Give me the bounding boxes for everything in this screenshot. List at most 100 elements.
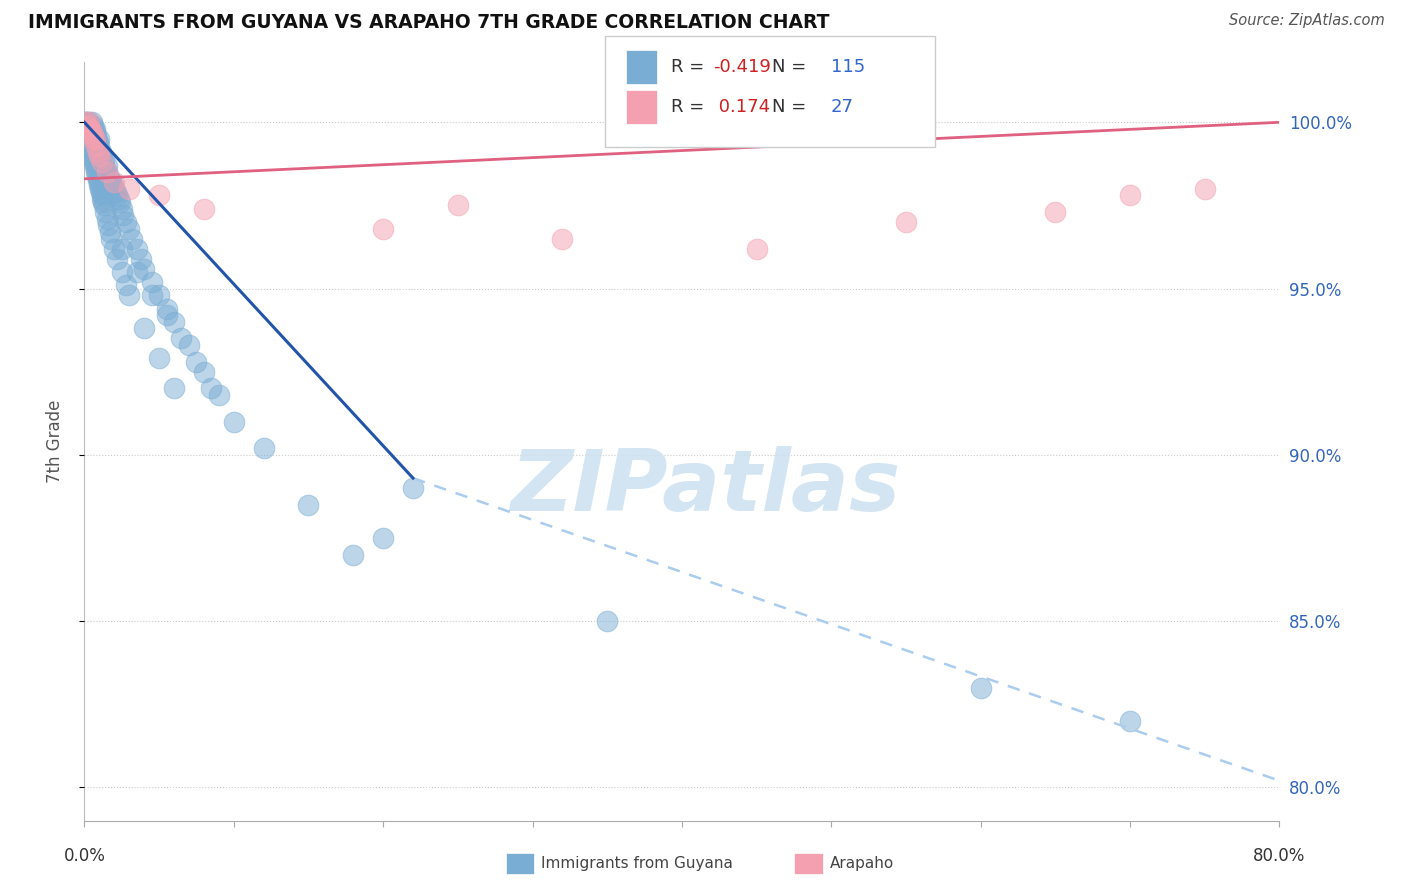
Point bbox=[80, 145, 103, 160]
Point bbox=[101, 178, 124, 193]
Point bbox=[86, 165, 108, 179]
Point bbox=[83, 122, 105, 136]
Point bbox=[82, 128, 104, 143]
Point bbox=[373, 221, 395, 235]
Point bbox=[79, 122, 101, 136]
Point bbox=[79, 119, 101, 133]
Text: -0.419: -0.419 bbox=[713, 58, 770, 76]
Point bbox=[77, 132, 100, 146]
Point bbox=[76, 122, 98, 136]
Point bbox=[79, 135, 101, 149]
Point bbox=[84, 161, 107, 176]
Point bbox=[80, 122, 103, 136]
Point bbox=[87, 175, 110, 189]
Text: 0.0%: 0.0% bbox=[63, 847, 105, 865]
Point bbox=[90, 185, 112, 199]
Point bbox=[93, 152, 115, 166]
Point bbox=[193, 202, 215, 216]
Point bbox=[111, 242, 134, 256]
Point bbox=[82, 152, 104, 166]
Point bbox=[97, 169, 120, 183]
Point bbox=[148, 351, 170, 366]
Point bbox=[82, 128, 104, 143]
Point bbox=[104, 185, 127, 199]
Point bbox=[100, 232, 122, 246]
Point bbox=[75, 115, 97, 129]
Text: Source: ZipAtlas.com: Source: ZipAtlas.com bbox=[1229, 13, 1385, 29]
Text: ZIPatlas: ZIPatlas bbox=[510, 445, 901, 529]
Point bbox=[89, 182, 111, 196]
Point bbox=[155, 301, 177, 316]
Point bbox=[208, 388, 231, 402]
Point bbox=[86, 138, 108, 153]
Point bbox=[132, 261, 156, 276]
Point bbox=[297, 498, 319, 512]
Point bbox=[112, 208, 135, 222]
Point bbox=[200, 381, 222, 395]
Point bbox=[76, 115, 98, 129]
Point bbox=[121, 232, 143, 246]
Point bbox=[129, 252, 152, 266]
Point bbox=[80, 115, 103, 129]
Point bbox=[79, 128, 101, 143]
Point bbox=[75, 115, 97, 129]
Point bbox=[98, 225, 121, 239]
Point bbox=[551, 232, 574, 246]
Point bbox=[118, 288, 141, 302]
Point bbox=[80, 125, 103, 139]
Point bbox=[105, 252, 128, 266]
Point bbox=[402, 481, 425, 495]
Text: 80.0%: 80.0% bbox=[1253, 847, 1306, 865]
Point bbox=[1194, 182, 1216, 196]
Point bbox=[100, 175, 122, 189]
Point bbox=[89, 148, 111, 162]
Point bbox=[76, 125, 98, 139]
Point bbox=[83, 125, 105, 139]
Point bbox=[86, 169, 108, 183]
Point bbox=[93, 198, 115, 212]
Point bbox=[87, 142, 110, 156]
Text: N =: N = bbox=[772, 58, 811, 76]
Point bbox=[82, 132, 104, 146]
Point bbox=[110, 195, 132, 210]
Point bbox=[148, 188, 170, 202]
Point bbox=[89, 138, 111, 153]
Point bbox=[77, 115, 100, 129]
Point bbox=[103, 182, 125, 196]
Point bbox=[970, 681, 993, 695]
Point bbox=[80, 125, 103, 139]
Point bbox=[75, 115, 97, 129]
Point bbox=[111, 202, 134, 216]
Point bbox=[118, 182, 141, 196]
Text: R =: R = bbox=[671, 98, 710, 116]
Point bbox=[76, 122, 98, 136]
Point bbox=[89, 148, 111, 162]
Point bbox=[1045, 205, 1067, 219]
Point bbox=[77, 128, 100, 143]
Point bbox=[79, 125, 101, 139]
Point bbox=[84, 138, 107, 153]
Point bbox=[222, 415, 245, 429]
Point bbox=[125, 265, 148, 279]
Text: Immigrants from Guyana: Immigrants from Guyana bbox=[541, 856, 733, 871]
Point bbox=[83, 135, 105, 149]
Point bbox=[177, 338, 200, 352]
Text: 0.174: 0.174 bbox=[713, 98, 770, 116]
Point bbox=[91, 192, 114, 206]
Point bbox=[596, 614, 619, 628]
Point bbox=[82, 148, 104, 162]
Point bbox=[76, 119, 98, 133]
Point bbox=[141, 288, 163, 302]
Point bbox=[118, 221, 141, 235]
Y-axis label: 7th Grade: 7th Grade bbox=[45, 400, 63, 483]
Point bbox=[86, 128, 108, 143]
Point bbox=[86, 132, 108, 146]
Point bbox=[91, 155, 114, 169]
Point bbox=[141, 275, 163, 289]
Point bbox=[90, 188, 112, 202]
Point bbox=[115, 278, 138, 293]
Point bbox=[1119, 188, 1142, 202]
Point bbox=[163, 381, 186, 395]
Text: N =: N = bbox=[772, 98, 811, 116]
Point bbox=[82, 119, 104, 133]
